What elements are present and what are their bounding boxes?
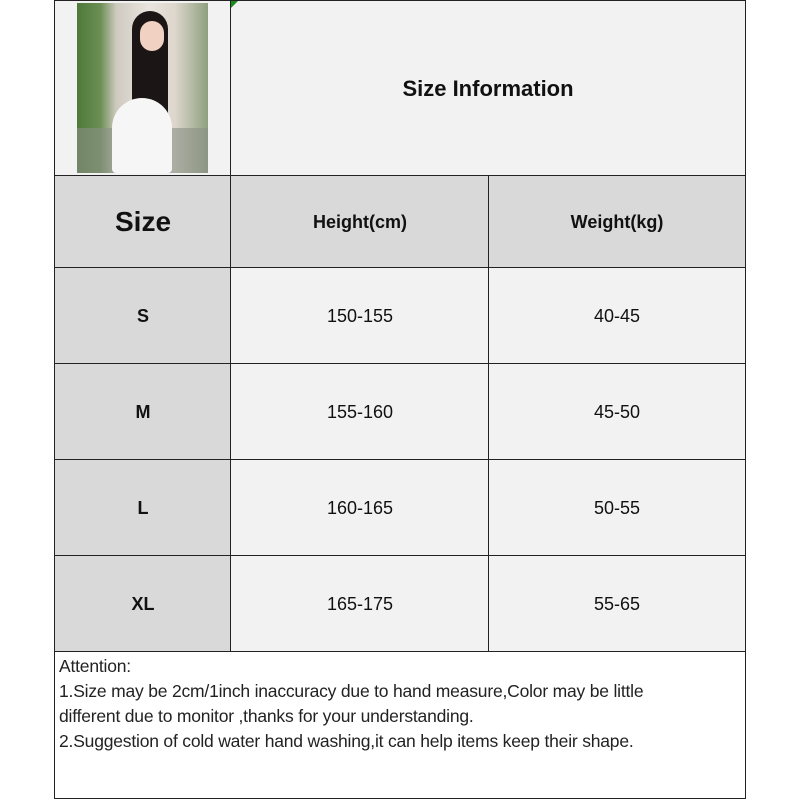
comment-flag-icon — [231, 1, 238, 8]
header-size: Size — [54, 175, 232, 269]
note-line: 2.Suggestion of cold water hand washing,… — [59, 731, 634, 751]
cell-height: 165-175 — [230, 555, 490, 653]
note-line: different due to monitor ,thanks for you… — [59, 706, 474, 726]
cell-size: S — [54, 267, 232, 365]
note-heading: Attention: — [59, 656, 131, 676]
cell-weight: 45-50 — [488, 363, 746, 461]
cell-height: 150-155 — [230, 267, 490, 365]
cell-height: 160-165 — [230, 459, 490, 557]
cell-height: 155-160 — [230, 363, 490, 461]
header-weight: Weight(kg) — [488, 175, 746, 269]
note-line: 1.Size may be 2cm/1inch inaccuracy due t… — [59, 681, 644, 701]
header-height: Height(cm) — [230, 175, 490, 269]
cell-weight: 40-45 — [488, 267, 746, 365]
cell-weight: 50-55 — [488, 459, 746, 557]
cell-size: L — [54, 459, 232, 557]
product-photo — [77, 3, 208, 173]
attention-note: Attention: 1.Size may be 2cm/1inch inacc… — [54, 651, 746, 799]
cell-size: XL — [54, 555, 232, 653]
page-title: Size Information — [230, 0, 746, 177]
cell-weight: 55-65 — [488, 555, 746, 653]
cell-size: M — [54, 363, 232, 461]
